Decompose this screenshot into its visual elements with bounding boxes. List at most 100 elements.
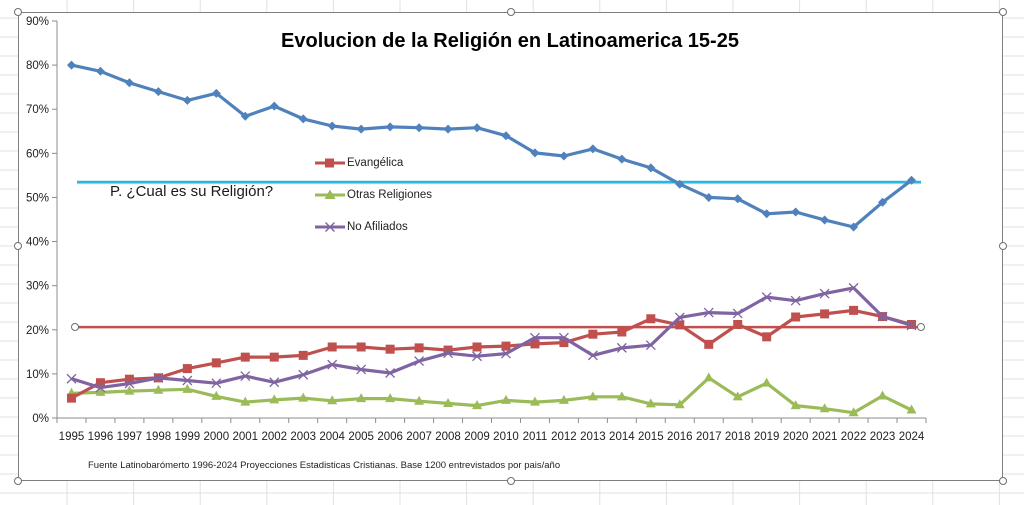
y-tick-label: 20%: [26, 325, 49, 337]
x-marker: [790, 295, 801, 306]
question-annotation: P. ¿Cual es su Religión?: [110, 183, 274, 200]
x-marker: [877, 311, 888, 322]
square-marker: [240, 352, 250, 362]
square-marker: [298, 350, 308, 360]
x-marker: [732, 308, 743, 319]
diamond-marker: [617, 154, 627, 164]
square-marker: [269, 352, 279, 362]
x-marker: [529, 332, 540, 343]
x-marker: [95, 382, 106, 393]
x-tick-label: 2012: [551, 431, 577, 443]
diamond-marker: [385, 122, 395, 132]
triangle-marker: [732, 391, 743, 401]
line-shape-handle-end[interactable]: [917, 323, 925, 331]
resize-handle-left[interactable]: [14, 242, 22, 250]
x-marker: [501, 348, 511, 359]
x-tick-label: 2021: [812, 431, 838, 443]
triangle-marker: [240, 396, 251, 406]
resize-handle-top[interactable]: [507, 8, 515, 16]
x-tick-label: 2020: [783, 431, 809, 443]
resize-handle-bottom[interactable]: [507, 477, 515, 485]
triangle-marker: [95, 386, 106, 396]
square-marker: [530, 339, 540, 349]
diamond-marker: [733, 194, 743, 204]
resize-handle-top-left[interactable]: [14, 8, 22, 16]
x-tick-label: 2017: [696, 431, 722, 443]
diamond-marker: [414, 123, 424, 133]
diamond-marker: [95, 66, 105, 76]
resize-handle-right[interactable]: [999, 242, 1007, 250]
x-marker: [124, 378, 135, 389]
square-marker: [356, 342, 366, 352]
diamond-marker: [820, 215, 830, 225]
series-line: [71, 286, 912, 390]
y-tick-label: 10%: [26, 369, 49, 381]
y-tick-label: 50%: [26, 192, 49, 204]
chart-legend: Evangélica Otras Religiones No Afiliados: [315, 147, 432, 243]
triangle-marker: [819, 403, 830, 413]
x-tick-label: 2014: [609, 431, 635, 443]
square-marker: [327, 342, 337, 352]
x-tick-label: 2009: [464, 431, 490, 443]
diamond-marker: [211, 88, 221, 98]
diamond-marker: [675, 179, 685, 189]
x-tick-label: 2022: [841, 431, 867, 443]
x-marker: [443, 348, 454, 359]
x-marker: [761, 292, 772, 303]
y-tick-label: 90%: [26, 16, 49, 28]
legend-item-evangelica: Evangélica: [315, 147, 432, 179]
x-marker: [356, 364, 367, 375]
square-marker: [646, 314, 656, 324]
series-otras-religiones: [66, 372, 917, 417]
square-marker: [791, 312, 801, 322]
x-tick-label: 1997: [117, 431, 143, 443]
legend-item-no-afiliados: No Afiliados: [315, 211, 432, 243]
square-marker: [66, 393, 76, 403]
y-tick-label: 70%: [26, 104, 49, 116]
x-marker: [182, 375, 193, 386]
x-tick-label: 1999: [175, 431, 201, 443]
diamond-marker: [153, 87, 163, 97]
diamond-marker: [588, 144, 598, 154]
resize-handle-bottom-left[interactable]: [14, 477, 22, 485]
x-marker: [587, 350, 598, 361]
square-marker: [211, 358, 221, 368]
triangle-marker: [645, 398, 656, 408]
triangle-marker: [298, 392, 309, 402]
x-marker-icon: [315, 222, 345, 232]
chart-title: Evolucion de la Religión en Latinoameric…: [281, 30, 739, 52]
diamond-marker: [530, 148, 540, 158]
diamond-marker: [124, 78, 134, 88]
triangle-marker: [500, 394, 511, 404]
x-marker: [558, 332, 569, 343]
x-tick-label: 2000: [204, 431, 230, 443]
x-marker: [211, 378, 222, 389]
resize-handle-top-right[interactable]: [999, 8, 1007, 16]
triangle-marker-icon: [315, 189, 345, 199]
x-marker: [645, 340, 656, 351]
series-line: [70, 308, 912, 400]
diamond-marker: [472, 123, 482, 133]
x-tick-label: 2011: [523, 431, 548, 443]
x-marker: [269, 377, 280, 388]
series-line: [71, 63, 913, 229]
x-marker: [385, 368, 396, 378]
diamond-marker: [878, 197, 888, 207]
diamond-marker: [646, 163, 656, 173]
triangle-marker: [124, 385, 135, 395]
square-marker: [443, 345, 453, 355]
triangle-marker: [674, 399, 685, 409]
x-tick-label: 2001: [232, 431, 258, 443]
x-tick-label: 1995: [59, 431, 85, 443]
diamond-marker: [559, 151, 569, 161]
triangle-marker: [761, 377, 772, 387]
square-marker-icon: [315, 158, 345, 168]
resize-handle-bottom-right[interactable]: [999, 477, 1007, 485]
diamond-marker: [907, 175, 917, 185]
legend-label: Otras Religiones: [347, 189, 433, 201]
x-marker: [298, 369, 309, 380]
line-shape-handle-start[interactable]: [71, 323, 79, 331]
diamond-marker: [269, 101, 279, 111]
diamond-marker: [849, 222, 859, 232]
